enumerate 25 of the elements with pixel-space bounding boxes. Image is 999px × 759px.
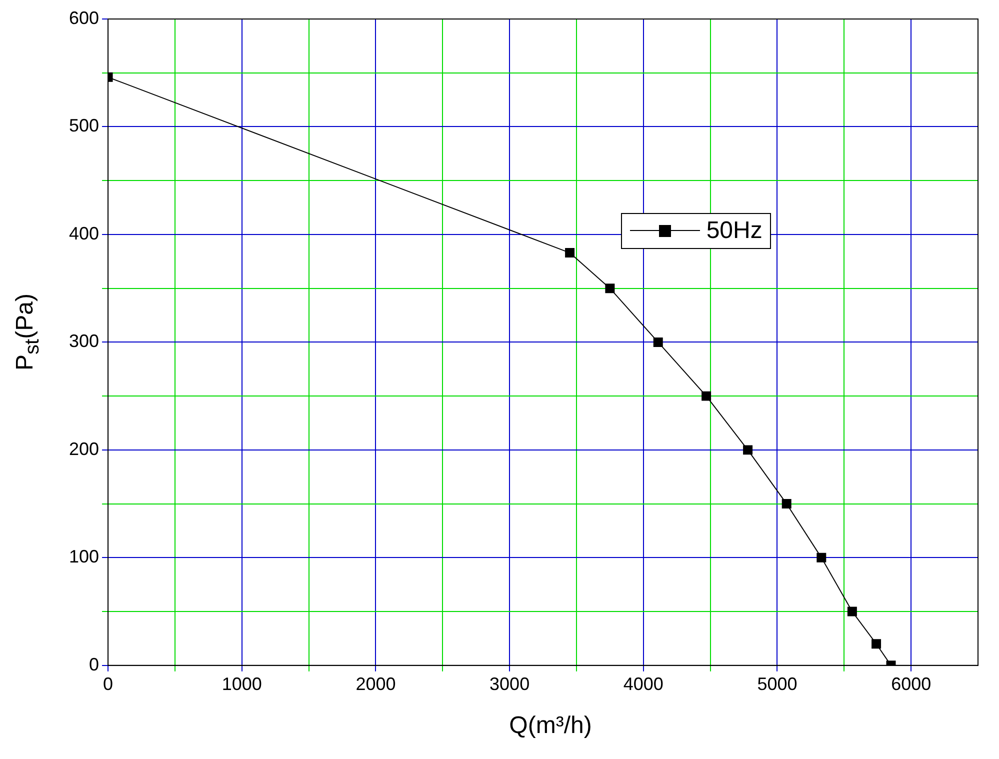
y-tick-label: 200 (68, 438, 100, 459)
x-axis-title: Q(m³/h) (508, 712, 593, 740)
point (743, 445, 753, 455)
x-tick-label: 0 (103, 674, 114, 694)
y-tick-label: 100 (68, 546, 100, 567)
x-tick-label: 3000 (490, 674, 530, 694)
y-tick-label: 500 (68, 116, 100, 136)
point (816, 552, 826, 562)
point (847, 606, 857, 616)
y-tick-label: 600 (68, 8, 100, 28)
legend-label: 50Hz (706, 216, 762, 245)
point (653, 337, 663, 347)
point (702, 391, 712, 401)
y-tick-label: 300 (68, 331, 100, 352)
point (565, 248, 575, 258)
y-tick-label: 400 (68, 223, 100, 244)
point (782, 499, 792, 509)
x-tick-label: 5000 (757, 674, 798, 694)
x-tick-label: 2000 (356, 674, 396, 694)
x-tick-label: 1000 (222, 674, 262, 694)
point (605, 284, 615, 294)
x-tick-label: 4000 (623, 674, 664, 694)
point (872, 639, 882, 649)
x-tick-label: 6000 (891, 674, 932, 694)
y-tick-label: 0 (89, 654, 100, 674)
